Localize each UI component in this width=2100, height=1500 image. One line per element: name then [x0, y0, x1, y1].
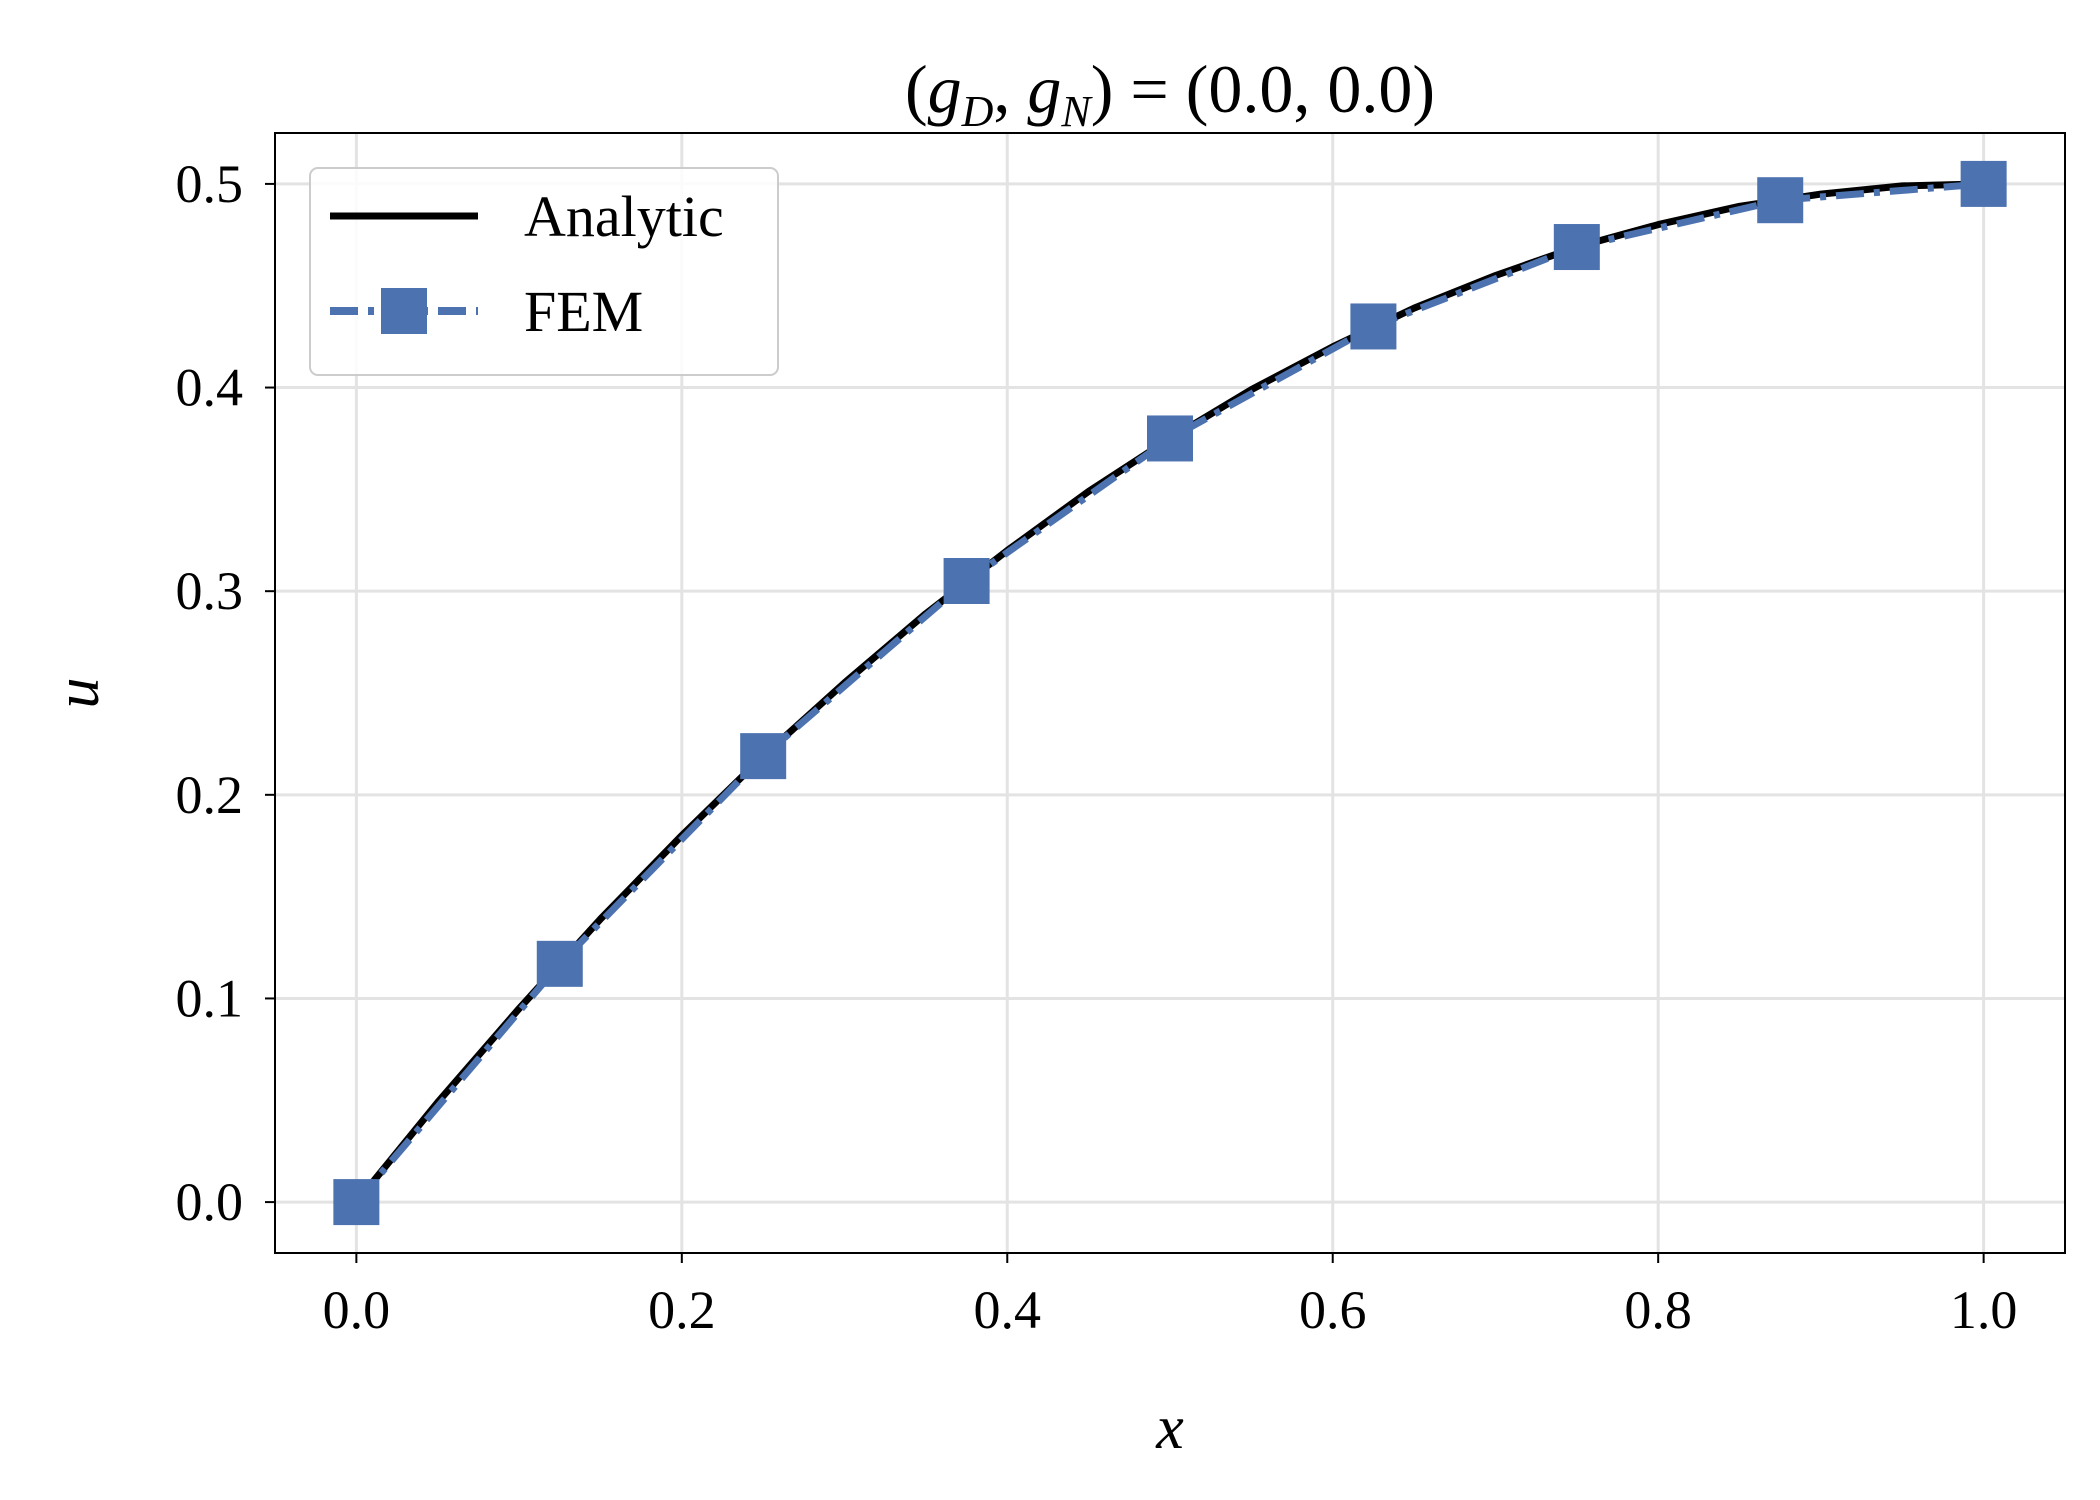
- x-tick-label: 0.4: [974, 1280, 1042, 1340]
- y-tick-label: 0.1: [176, 968, 244, 1028]
- fem-point: [1147, 415, 1193, 462]
- x-tick-label: 0.6: [1299, 1280, 1367, 1340]
- fem-point: [1553, 224, 1600, 271]
- x-axis-label: x: [1155, 1394, 1184, 1462]
- y-tick-label: 0.3: [176, 561, 244, 621]
- y-tick-label: 0.4: [176, 358, 244, 418]
- legend-analytic-label: Analytic: [524, 184, 724, 249]
- fem-point: [1350, 303, 1397, 350]
- x-tick-label: 0.0: [323, 1280, 391, 1340]
- legend: Analytic FEM: [309, 167, 779, 376]
- title-prefix: (: [905, 51, 928, 127]
- fem-point: [536, 940, 583, 987]
- fem-point: [943, 558, 990, 604]
- legend-fem-marker: [381, 288, 427, 334]
- fem-point: [740, 733, 787, 780]
- y-axis-label: u: [44, 678, 112, 709]
- y-tick-label: 0.5: [176, 154, 244, 214]
- axes-frame: [274, 132, 2066, 1254]
- fem-point: [333, 1179, 380, 1226]
- y-tick-label: 0.2: [176, 765, 244, 825]
- title-sub-d: D: [961, 87, 994, 136]
- plot-area: [333, 160, 2007, 1226]
- legend-fem-label: FEM: [524, 279, 643, 344]
- title-separator: ,: [993, 51, 1027, 127]
- x-tick-label: 0.8: [1624, 1280, 1692, 1340]
- title-g-n: g: [1027, 51, 1061, 127]
- title-g-d: g: [928, 51, 962, 127]
- x-tick-label: 1.0: [1950, 1280, 2018, 1340]
- x-tick-label: 0.2: [648, 1280, 716, 1340]
- y-tick-label: 0.0: [176, 1172, 244, 1232]
- fem-point: [1757, 177, 1804, 224]
- x-axis-ticks: 0.0 0.2 0.4 0.6 0.8 1.0: [323, 1253, 2018, 1340]
- y-axis-ticks: 0.0 0.1 0.2 0.3 0.4 0.5: [176, 154, 275, 1232]
- fem-point: [1960, 160, 2007, 207]
- chart-title: (gD, gN) = (0.0, 0.0): [905, 51, 1435, 136]
- title-suffix: ) = (0.0, 0.0): [1091, 51, 1435, 127]
- title-sub-n: N: [1060, 87, 1093, 136]
